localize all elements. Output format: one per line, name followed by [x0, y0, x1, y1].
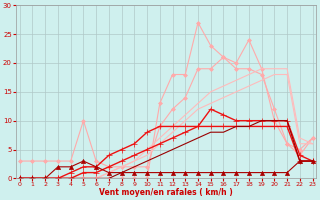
X-axis label: Vent moyen/en rafales ( km/h ): Vent moyen/en rafales ( km/h ): [99, 188, 233, 197]
